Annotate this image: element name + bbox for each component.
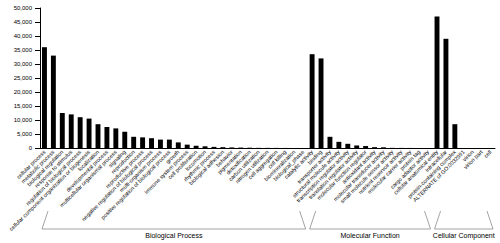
svg-text:intracellular: intracellular [424,148,449,173]
svg-text:regulation of biological proce: regulation of biological process [25,149,83,207]
svg-text:virion part: virion part [462,149,484,171]
svg-text:30,000: 30,000 [14,61,33,67]
svg-text:localization: localization [76,148,101,173]
svg-text:nutrient reservoir activity: nutrient reservoir activity [357,148,404,196]
svg-text:pigmentation: pigmentation [216,148,243,176]
svg-text:Molecular Function: Molecular Function [341,232,400,239]
svg-text:20,000: 20,000 [14,89,33,95]
svg-text:molecular transducer activity: molecular transducer activity [332,148,386,203]
svg-text:protein tag: protein tag [398,148,422,172]
svg-text:locomotion: locomotion [184,148,208,172]
svg-text:cellular process: cellular process [15,148,47,181]
svg-text:binding: binding [306,148,324,166]
svg-text:biological regulation: biological regulation [25,148,65,188]
svg-text:cellular component organizatio: cellular component organization or bioge… [8,148,92,232]
svg-text:negative regulation of biologi: negative regulation of biological proces… [80,149,153,222]
svg-text:reproduction: reproduction [110,148,136,175]
svg-text:45,000: 45,000 [14,19,33,25]
svg-text:cellular anatomical entity: cellular anatomical entity [392,148,440,196]
svg-text:response to stimulus: response to stimulus [33,148,74,189]
svg-text:transcription regulator activi: transcription regulator activity [295,148,350,204]
svg-text:cell killing: cell killing [266,148,288,170]
svg-text:40,000: 40,000 [14,33,33,39]
svg-text:25,000: 25,000 [14,75,33,81]
svg-text:transporter activity: transporter activity [296,148,333,185]
svg-text:immune system process: immune system process [143,149,189,195]
svg-text:signaling: signaling [107,148,127,169]
svg-text:protein-containing complex: protein-containing complex [406,149,457,200]
svg-text:cargo adaptor activity: cargo adaptor activity [389,148,431,190]
svg-text:detoxification: detoxification [224,148,252,176]
svg-text:catalytic activity: catalytic activity [283,148,315,181]
svg-text:molecular function regulator: molecular function regulator [315,148,368,201]
svg-text:developmental process: developmental process [65,149,109,193]
svg-text:cell: cell [483,149,493,159]
svg-text:small molecule sensor activity: small molecule sensor activity [339,148,395,205]
svg-text:multicellular organismal proce: multicellular organismal process [59,149,119,209]
svg-text:behavior: behavior [214,148,234,168]
svg-text:multi-organism process: multi-organism process [118,149,163,194]
svg-text:rhythmic process: rhythmic process [182,148,217,183]
svg-text:nitrogen utilization: nitrogen utilization [234,148,270,185]
svg-text:biological adhesion: biological adhesion [187,148,225,187]
svg-text:translation regulator activity: translation regulator activity [307,148,359,201]
svg-text:biological_phase: biological_phase [272,148,306,182]
svg-text:35,000: 35,000 [14,47,33,53]
svg-text:ALTERNATE of GO:0032991: ALTERNATE of GO:0032991 [412,149,466,203]
svg-text:structural molecule activity: structural molecule activity [291,148,341,199]
svg-text:positive regulation of biologi: positive regulation of biological proces… [100,149,172,221]
svg-text:reproductive process: reproductive process [104,148,145,190]
svg-text:Biological Process: Biological Process [145,232,203,240]
svg-text:5,000: 5,000 [17,131,33,137]
svg-text:50,000: 50,000 [14,5,33,11]
svg-text:molecular carrier activity: molecular carrier activity [366,148,413,195]
svg-text:0: 0 [29,145,33,151]
svg-text:cell proliferation: cell proliferation [166,148,199,181]
svg-text:carbon utilization: carbon utilization [227,148,261,183]
svg-text:15,000: 15,000 [14,103,33,109]
svg-text:antioxidant activity: antioxidant activity [340,148,377,185]
svg-text:Cellular Component: Cellular Component [433,232,495,240]
svg-text:growth: growth [164,148,181,165]
svg-text:cell aggregation: cell aggregation [246,148,279,181]
svg-text:metabolic process: metabolic process [20,148,56,185]
svg-text:biomineralization: biomineralization [263,148,297,183]
svg-text:10,000: 10,000 [14,117,33,123]
